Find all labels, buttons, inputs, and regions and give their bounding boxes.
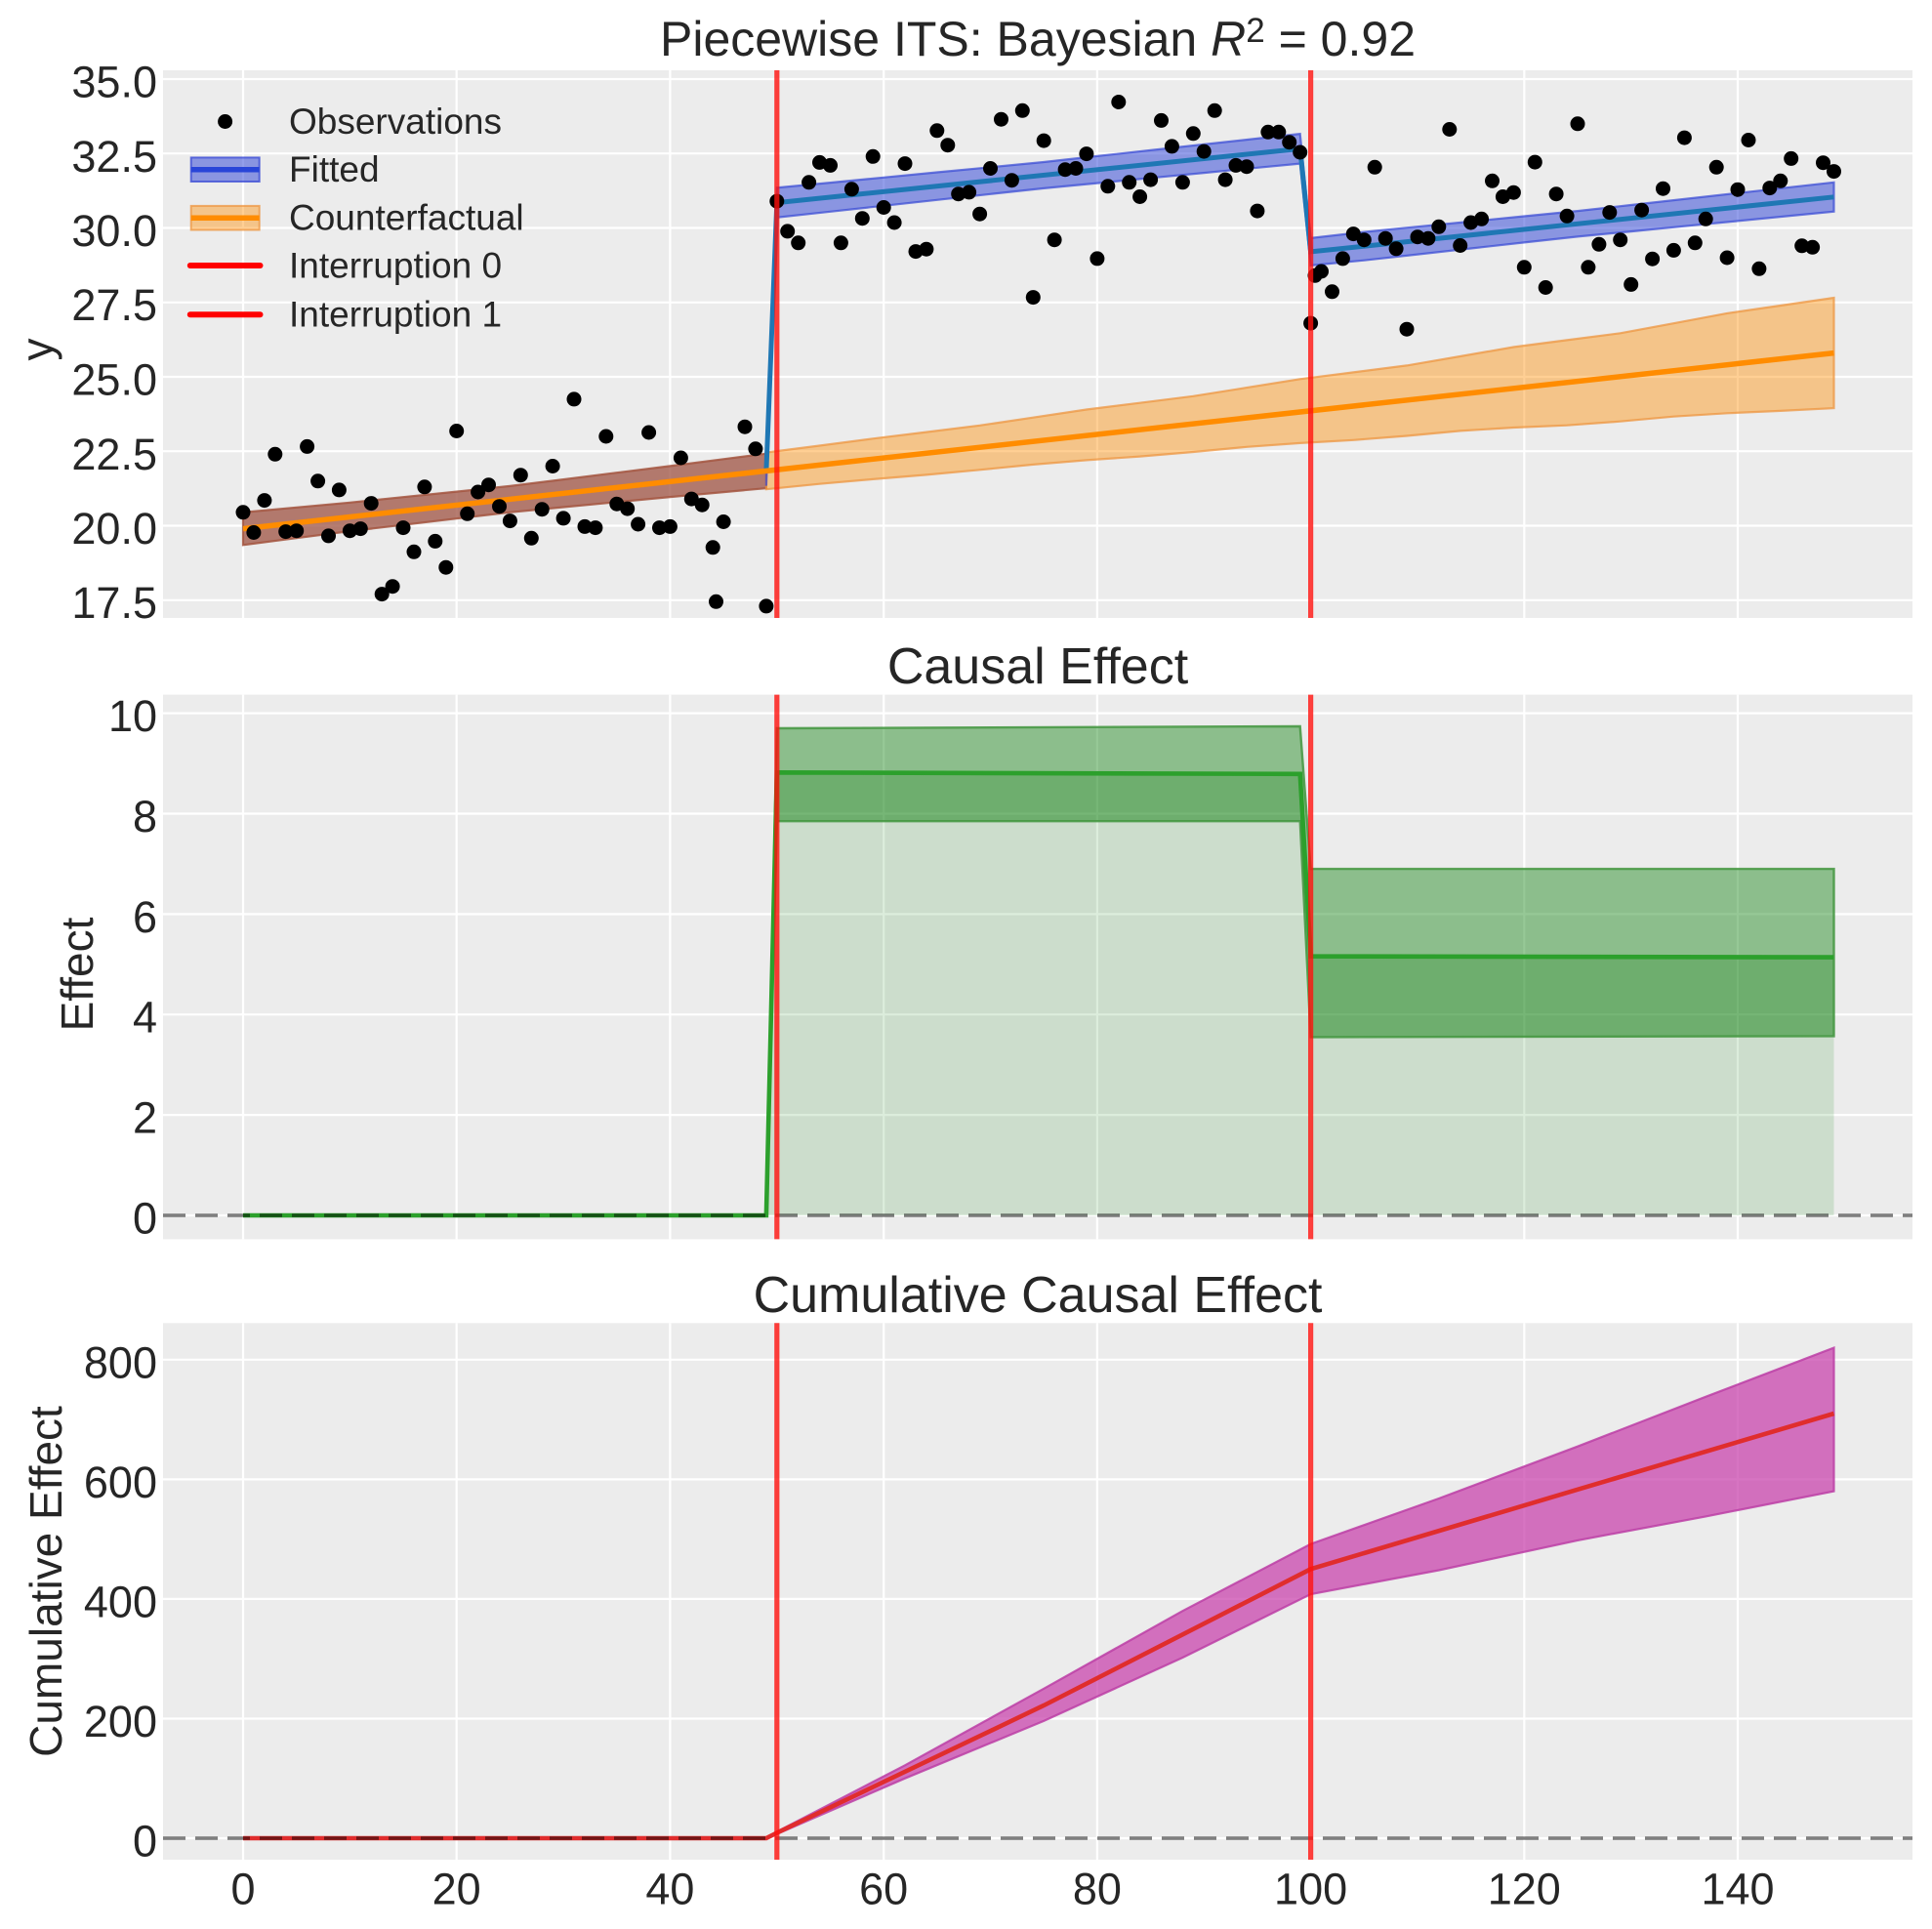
svg-text:20: 20 — [432, 1865, 481, 1914]
svg-text:30.0: 30.0 — [71, 206, 157, 256]
svg-text:y: y — [12, 339, 62, 361]
svg-text:4: 4 — [133, 993, 157, 1043]
svg-text:Observations: Observations — [289, 102, 502, 142]
svg-text:22.5: 22.5 — [71, 430, 157, 479]
svg-text:0: 0 — [133, 1194, 157, 1244]
svg-text:27.5: 27.5 — [71, 280, 157, 330]
svg-text:0: 0 — [230, 1865, 255, 1914]
svg-text:32.5: 32.5 — [71, 132, 157, 182]
svg-text:80: 80 — [1073, 1865, 1122, 1914]
svg-text:10: 10 — [108, 691, 157, 741]
svg-text:Cumulative Effect: Cumulative Effect — [21, 1406, 71, 1757]
svg-text:25.0: 25.0 — [71, 355, 157, 405]
svg-text:100: 100 — [1274, 1865, 1347, 1914]
svg-text:8: 8 — [133, 792, 157, 841]
svg-text:400: 400 — [84, 1577, 157, 1626]
svg-text:2: 2 — [133, 1093, 157, 1143]
svg-text:60: 60 — [859, 1865, 908, 1914]
svg-text:140: 140 — [1701, 1865, 1774, 1914]
svg-text:40: 40 — [645, 1865, 694, 1914]
svg-text:20.0: 20.0 — [71, 504, 157, 554]
svg-text:Fitted: Fitted — [289, 149, 380, 189]
svg-text:Interruption 1: Interruption 1 — [289, 295, 502, 335]
svg-text:Interruption 0: Interruption 0 — [289, 246, 502, 286]
svg-text:600: 600 — [84, 1457, 157, 1507]
svg-text:17.5: 17.5 — [71, 578, 157, 628]
svg-text:200: 200 — [84, 1697, 157, 1746]
svg-text:35.0: 35.0 — [71, 58, 157, 107]
svg-text:Cumulative Causal Effect: Cumulative Causal Effect — [754, 1267, 1323, 1324]
svg-text:120: 120 — [1488, 1865, 1561, 1914]
svg-text:Causal Effect: Causal Effect — [887, 638, 1189, 695]
svg-text:6: 6 — [133, 892, 157, 942]
svg-text:Counterfactual: Counterfactual — [289, 198, 524, 238]
svg-text:Effect: Effect — [52, 917, 103, 1031]
svg-text:800: 800 — [84, 1337, 157, 1387]
svg-text:0: 0 — [133, 1817, 157, 1867]
svg-text:Piecewise ITS: Bayesian R2 = 0: Piecewise ITS: Bayesian R2 = 0.92 — [660, 12, 1416, 66]
